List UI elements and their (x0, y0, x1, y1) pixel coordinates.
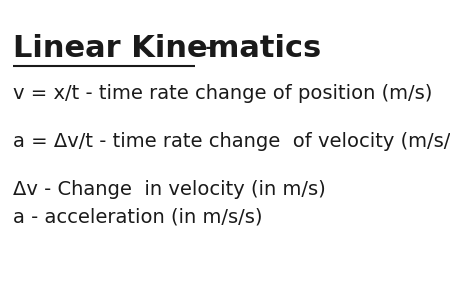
Text: Linear Kinematics: Linear Kinematics (13, 34, 321, 63)
Text: Δv - Change  in velocity (in m/s): Δv - Change in velocity (in m/s) (13, 180, 326, 199)
Text: a - acceleration (in m/s/s): a - acceleration (in m/s/s) (13, 208, 263, 227)
Text: v = x/t - time rate change of position (m/s): v = x/t - time rate change of position (… (13, 84, 432, 103)
Text: a = Δv/t - time rate change  of velocity (m/s/s): a = Δv/t - time rate change of velocity … (13, 132, 450, 151)
Text: -: - (196, 34, 215, 62)
